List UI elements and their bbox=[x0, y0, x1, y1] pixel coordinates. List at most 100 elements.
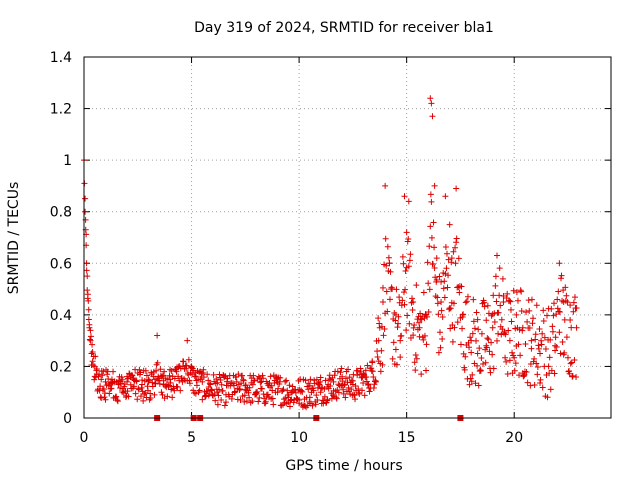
data-point bbox=[357, 365, 364, 372]
data-point bbox=[496, 265, 503, 272]
data-point bbox=[85, 306, 92, 313]
data-point bbox=[442, 244, 449, 251]
data-point bbox=[446, 221, 453, 228]
data-point bbox=[450, 248, 457, 255]
data-point bbox=[186, 377, 193, 384]
data-point bbox=[516, 372, 523, 379]
data-point bbox=[237, 397, 244, 404]
data-point bbox=[436, 329, 443, 336]
data-point bbox=[250, 372, 257, 379]
data-point bbox=[345, 384, 352, 391]
data-point bbox=[447, 305, 454, 312]
data-point bbox=[246, 394, 253, 401]
data-point bbox=[428, 100, 435, 107]
data-point bbox=[506, 357, 513, 364]
data-point bbox=[550, 300, 557, 307]
data-point bbox=[516, 326, 523, 333]
data-point bbox=[210, 371, 217, 378]
data-point bbox=[519, 327, 526, 334]
data-point bbox=[370, 374, 377, 381]
data-point bbox=[86, 336, 93, 343]
data-point bbox=[425, 280, 432, 287]
data-point bbox=[507, 298, 514, 305]
data-point bbox=[520, 372, 527, 379]
data-point bbox=[566, 370, 573, 377]
data-point bbox=[518, 308, 525, 315]
data-point bbox=[567, 317, 574, 324]
data-point bbox=[302, 377, 309, 384]
data-point bbox=[346, 374, 353, 381]
data-point bbox=[504, 290, 511, 297]
data-point bbox=[502, 354, 509, 361]
data-point bbox=[427, 191, 434, 198]
data-point bbox=[558, 272, 565, 279]
data-point bbox=[425, 309, 432, 316]
data-point bbox=[240, 376, 247, 383]
data-point bbox=[270, 401, 277, 408]
data-point bbox=[538, 341, 545, 348]
data-point bbox=[231, 389, 238, 396]
data-point bbox=[445, 272, 452, 279]
data-point bbox=[348, 386, 355, 393]
data-point bbox=[98, 394, 105, 401]
data-point bbox=[413, 355, 420, 362]
data-point bbox=[82, 195, 89, 202]
data-point bbox=[552, 334, 559, 341]
data-point bbox=[316, 381, 323, 388]
data-point bbox=[364, 381, 371, 388]
data-point bbox=[499, 275, 506, 282]
data-point bbox=[400, 289, 407, 296]
data-point bbox=[283, 377, 290, 384]
data-point bbox=[246, 384, 253, 391]
data-point bbox=[412, 352, 419, 359]
data-point bbox=[456, 289, 463, 296]
data-point bbox=[473, 337, 480, 344]
data-point bbox=[420, 289, 427, 296]
data-point bbox=[571, 357, 578, 364]
data-point bbox=[474, 350, 481, 357]
data-point bbox=[447, 325, 454, 332]
data-point bbox=[435, 311, 442, 318]
data-point bbox=[474, 316, 481, 323]
data-point bbox=[143, 372, 150, 379]
data-point bbox=[533, 302, 540, 309]
data-point bbox=[430, 219, 437, 226]
data-point bbox=[506, 337, 513, 344]
data-point bbox=[428, 234, 435, 241]
data-point bbox=[487, 369, 494, 376]
data-point bbox=[171, 387, 178, 394]
data-point bbox=[522, 341, 529, 348]
data-point bbox=[352, 396, 359, 403]
data-point bbox=[373, 378, 380, 385]
data-point bbox=[89, 348, 96, 355]
data-point bbox=[128, 372, 135, 379]
data-point bbox=[531, 382, 538, 389]
data-point bbox=[507, 306, 514, 313]
data-point bbox=[338, 365, 345, 372]
data-point bbox=[379, 298, 386, 305]
data-point bbox=[317, 378, 324, 385]
data-point bbox=[361, 392, 368, 399]
data-point bbox=[573, 304, 580, 311]
data-point bbox=[174, 384, 181, 391]
data-point bbox=[161, 368, 168, 375]
data-point bbox=[215, 392, 222, 399]
data-point bbox=[450, 300, 457, 307]
data-point bbox=[430, 261, 437, 268]
data-point bbox=[83, 260, 90, 267]
data-point bbox=[200, 374, 207, 381]
data-point bbox=[532, 336, 539, 343]
data-point bbox=[500, 293, 507, 300]
data-point bbox=[476, 345, 483, 352]
data-point bbox=[474, 362, 481, 369]
data-point bbox=[268, 382, 275, 389]
data-point bbox=[284, 387, 291, 394]
data-point bbox=[125, 393, 132, 400]
data-point bbox=[87, 333, 94, 340]
data-point bbox=[403, 229, 410, 236]
data-point bbox=[568, 324, 575, 331]
data-point bbox=[96, 371, 103, 378]
data-point bbox=[239, 372, 246, 379]
data-point bbox=[470, 296, 477, 303]
data-point bbox=[379, 284, 386, 291]
